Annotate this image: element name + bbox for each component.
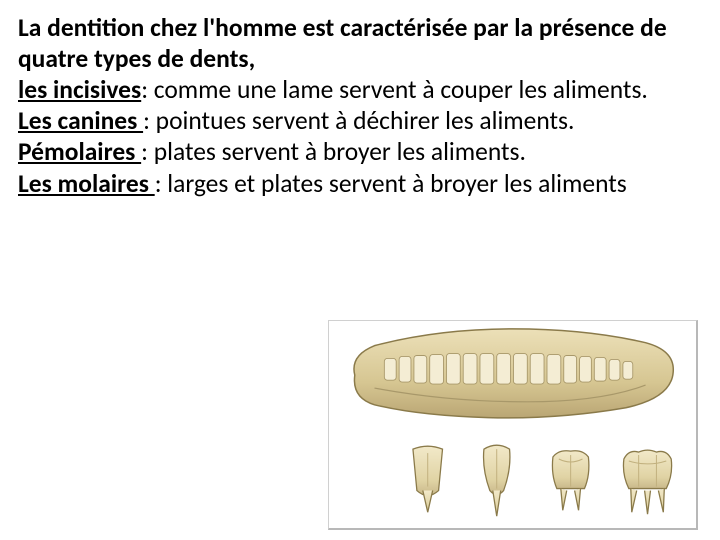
intro-text: La dentition chez l'homme est caractéris… (18, 12, 667, 74)
desc-incisives: : comme une lame servent à couper les al… (141, 74, 648, 105)
desc-molaires: : larges et plates servent à broyer les … (155, 168, 627, 199)
term-incisives: les incisives (18, 74, 141, 105)
desc-canines: : pointues servent à déchirer les alimen… (143, 105, 574, 136)
premolar-icon (552, 451, 588, 511)
term-molaires: Les molaires (18, 168, 155, 199)
intro-line: La dentition chez l'homme est caractéris… (18, 12, 702, 199)
term-premolaires: Pémolaires (18, 136, 141, 167)
molar-icon (623, 450, 671, 514)
desc-premolaires: : plates servent à broyer les aliments. (141, 136, 526, 167)
jaw-icon (354, 329, 673, 418)
slide-text: La dentition chez l'homme est caractéris… (0, 0, 720, 199)
teeth-illustration (328, 320, 698, 530)
canine-icon (484, 445, 510, 516)
term-canines: Les canines (18, 105, 143, 136)
incisor-icon (413, 446, 443, 512)
teeth-svg (329, 321, 696, 528)
